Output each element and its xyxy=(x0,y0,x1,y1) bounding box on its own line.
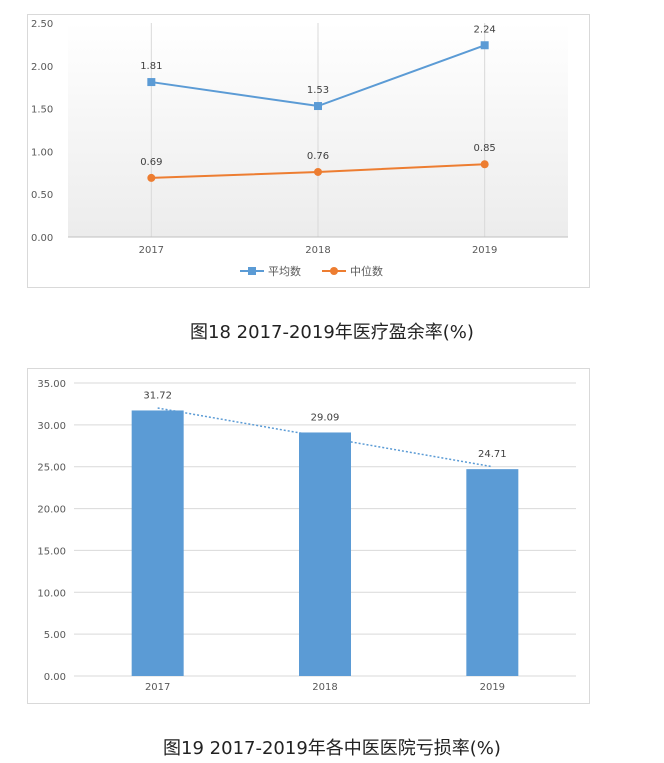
bar xyxy=(466,469,519,676)
legend-label: 中位数 xyxy=(350,264,383,278)
x-tick-label: 2017 xyxy=(139,245,164,256)
x-tick-label: 2018 xyxy=(305,245,330,256)
y-tick-label: 10.00 xyxy=(37,588,66,599)
line-chart-svg: 0.00 0.50 1.00 1.50 2.00 2.50 2017 2018 2019 1.… xyxy=(31,19,568,278)
chart-caption-18: 图18 2017-2019年医疗盈余率(%) xyxy=(190,322,474,343)
y-tick-label: 30.00 xyxy=(37,421,66,432)
bar xyxy=(299,432,351,676)
y-tick-label: 15.00 xyxy=(37,546,66,557)
data-label: 31.72 xyxy=(143,390,172,401)
chart-loss-rate: 0.00 5.00 10.00 15.00 20.00 25.00 30.00 35.00 3… xyxy=(27,368,590,704)
y-tick-label: 2.50 xyxy=(31,19,53,30)
data-label: 0.69 xyxy=(140,157,162,168)
data-label: 0.76 xyxy=(307,151,329,162)
data-point-square xyxy=(147,78,156,87)
legend-label: 平均数 xyxy=(268,265,301,278)
y-tick-label: 25.00 xyxy=(37,463,66,474)
y-tick-label: 20.00 xyxy=(37,505,66,516)
data-label: 29.09 xyxy=(311,412,340,423)
y-tick-label: 0.50 xyxy=(31,190,53,201)
legend-marker-circle xyxy=(330,267,338,275)
y-tick-label: 1.00 xyxy=(31,147,53,158)
chart-profit-margin: 0.00 0.50 1.00 1.50 2.00 2.50 2017 2018 2019 1.… xyxy=(27,14,590,288)
x-tick-label: 2017 xyxy=(145,682,170,693)
data-label: 24.71 xyxy=(478,449,507,460)
y-tick-label: 35.00 xyxy=(37,379,66,390)
y-tick-label: 2.00 xyxy=(31,62,53,73)
data-point-circle xyxy=(147,173,156,182)
bar-chart-svg: 0.00 5.00 10.00 15.00 20.00 25.00 30.00 35.00 3… xyxy=(37,379,576,693)
x-tick-label: 2019 xyxy=(480,682,505,693)
y-tick-label: 5.00 xyxy=(44,630,66,641)
y-tick-label: 0.00 xyxy=(31,233,53,244)
x-tick-label: 2018 xyxy=(312,682,337,693)
chart-caption-19: 图19 2017-2019年各中医医院亏损率(%) xyxy=(163,738,501,759)
legend-marker-square xyxy=(248,267,256,275)
data-label: 0.85 xyxy=(474,143,496,154)
data-point-square xyxy=(480,41,489,50)
y-tick-label: 0.00 xyxy=(44,672,66,683)
data-point-circle xyxy=(314,167,322,176)
bar xyxy=(131,410,184,676)
data-point-square xyxy=(314,102,322,111)
x-tick-label: 2019 xyxy=(472,245,497,256)
data-label: 1.53 xyxy=(307,85,329,96)
data-point-circle xyxy=(480,160,489,169)
data-label: 1.81 xyxy=(140,61,162,72)
y-tick-label: 1.50 xyxy=(31,105,53,116)
trendline xyxy=(157,407,493,468)
data-label: 2.24 xyxy=(474,24,496,35)
